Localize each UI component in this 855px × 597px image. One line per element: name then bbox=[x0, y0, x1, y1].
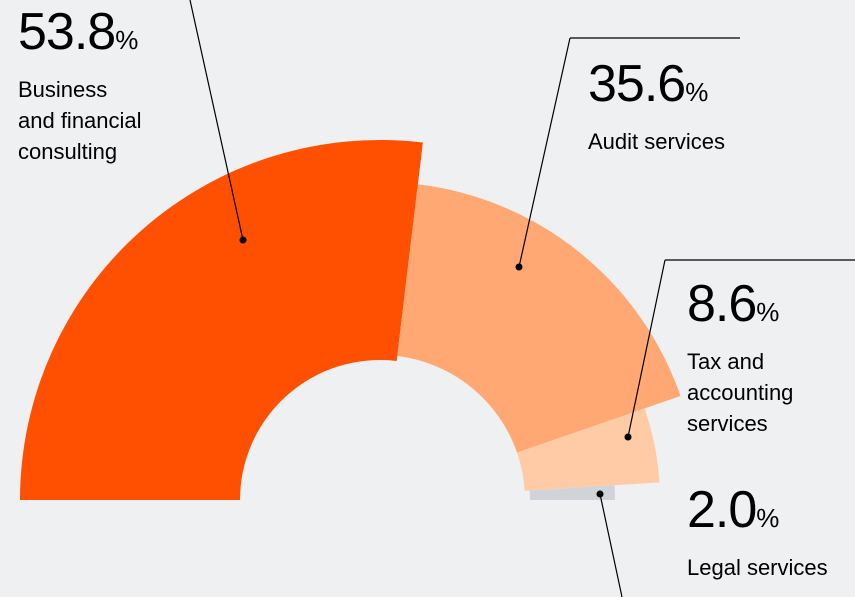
leaders bbox=[189, 0, 855, 597]
label-group: 8.6% Tax and accounting services bbox=[687, 276, 815, 439]
leader-dot bbox=[239, 236, 247, 244]
leader-line bbox=[627, 259, 666, 438]
value-label: 35.6% bbox=[588, 56, 788, 120]
value: 2.0 bbox=[687, 481, 757, 539]
label-group: 53.8% Business and financial consulting bbox=[18, 4, 146, 167]
leader-dot bbox=[515, 263, 523, 271]
unit: % bbox=[756, 297, 780, 327]
segment bbox=[529, 485, 615, 500]
segment bbox=[20, 140, 423, 501]
leader-line bbox=[189, 0, 244, 241]
category-label: Business and financial consulting bbox=[18, 77, 142, 164]
value: 35.6 bbox=[588, 55, 686, 113]
category-label: Tax and accounting services bbox=[687, 349, 794, 436]
segment bbox=[517, 408, 660, 491]
category-label: Audit services bbox=[588, 129, 725, 154]
value-label: 53.8% bbox=[18, 4, 146, 68]
value: 8.6 bbox=[687, 275, 757, 333]
unit: % bbox=[756, 503, 780, 533]
label-group: 2.0% Legal services bbox=[687, 482, 855, 583]
unit: % bbox=[115, 25, 139, 55]
unit: % bbox=[685, 77, 709, 107]
leader-dot bbox=[624, 433, 632, 441]
label-group: 35.6% Audit services bbox=[588, 56, 788, 157]
leader-line bbox=[599, 493, 623, 597]
leader-dot bbox=[596, 490, 604, 498]
value: 53.8 bbox=[18, 3, 116, 61]
value-label: 8.6% bbox=[687, 276, 815, 340]
segments bbox=[20, 140, 681, 501]
leader-line bbox=[518, 37, 571, 268]
category-label: Legal services bbox=[687, 555, 828, 580]
value-label: 2.0% bbox=[687, 482, 855, 546]
segment bbox=[397, 184, 681, 453]
